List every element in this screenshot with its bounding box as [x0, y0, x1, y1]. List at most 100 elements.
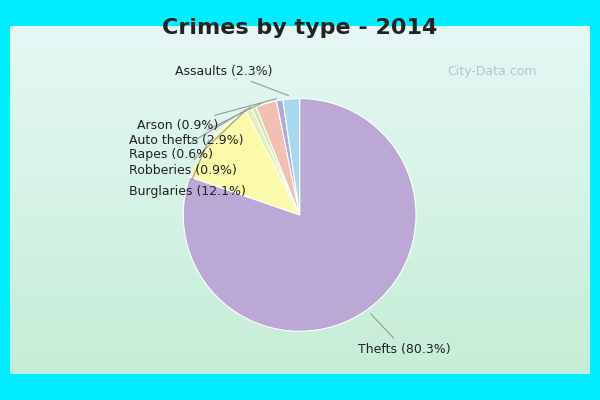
Bar: [10, 115, 590, 116]
Bar: [10, 132, 590, 134]
Bar: [10, 287, 590, 289]
Bar: [10, 223, 590, 224]
Wedge shape: [183, 98, 416, 331]
Bar: [10, 310, 590, 311]
Bar: [10, 54, 590, 56]
Bar: [10, 186, 590, 188]
Bar: [10, 344, 590, 346]
Bar: [10, 258, 590, 259]
Bar: [10, 327, 590, 329]
Bar: [10, 108, 590, 110]
Bar: [10, 125, 590, 127]
Bar: [10, 313, 590, 315]
Bar: [10, 250, 590, 252]
Bar: [10, 292, 590, 294]
Wedge shape: [246, 109, 299, 215]
Bar: [10, 120, 590, 122]
Bar: [10, 116, 590, 118]
Bar: [10, 134, 590, 136]
Bar: [10, 113, 590, 115]
Wedge shape: [252, 107, 299, 215]
Bar: [10, 357, 590, 358]
Bar: [10, 240, 590, 242]
Bar: [10, 346, 590, 348]
Bar: [10, 343, 590, 344]
Bar: [10, 324, 590, 325]
Bar: [10, 122, 590, 124]
Bar: [10, 151, 590, 153]
Bar: [10, 207, 590, 209]
Bar: [10, 339, 590, 341]
Bar: [10, 89, 590, 90]
Bar: [10, 106, 590, 108]
Bar: [10, 362, 590, 364]
Bar: [10, 209, 590, 210]
Bar: [10, 341, 590, 343]
Bar: [10, 266, 590, 268]
Bar: [10, 179, 590, 181]
Text: City-Data.com: City-Data.com: [447, 66, 537, 78]
Bar: [10, 205, 590, 207]
Bar: [10, 142, 590, 144]
Bar: [10, 289, 590, 290]
Bar: [10, 249, 590, 250]
Bar: [10, 278, 590, 280]
Bar: [10, 130, 590, 132]
Bar: [10, 26, 590, 28]
Bar: [10, 221, 590, 223]
Bar: [10, 268, 590, 270]
Bar: [10, 348, 590, 350]
Wedge shape: [190, 112, 299, 215]
Bar: [10, 273, 590, 275]
Bar: [10, 36, 590, 38]
Text: Auto thefts (2.9%): Auto thefts (2.9%): [128, 102, 263, 147]
Bar: [10, 84, 590, 85]
Bar: [10, 351, 590, 353]
Bar: [10, 47, 590, 49]
Bar: [10, 70, 590, 71]
Bar: [10, 150, 590, 151]
Bar: [10, 238, 590, 240]
Bar: [10, 196, 590, 198]
Bar: [10, 155, 590, 156]
Bar: [10, 57, 590, 59]
Bar: [10, 224, 590, 226]
Bar: [10, 190, 590, 191]
Bar: [10, 210, 590, 212]
Bar: [10, 80, 590, 82]
Bar: [10, 76, 590, 78]
Bar: [10, 233, 590, 235]
Bar: [10, 306, 590, 308]
Bar: [10, 160, 590, 162]
Bar: [10, 56, 590, 57]
Bar: [10, 282, 590, 284]
Bar: [10, 33, 590, 35]
Bar: [10, 263, 590, 264]
Text: Crimes by type - 2014: Crimes by type - 2014: [163, 18, 437, 38]
Bar: [10, 87, 590, 89]
Bar: [10, 124, 590, 125]
Bar: [10, 110, 590, 111]
Bar: [10, 188, 590, 190]
Bar: [10, 334, 590, 336]
Bar: [10, 216, 590, 218]
Bar: [10, 146, 590, 148]
Bar: [10, 280, 590, 282]
Bar: [10, 330, 590, 332]
Bar: [10, 298, 590, 299]
Bar: [10, 350, 590, 351]
Bar: [10, 165, 590, 167]
Bar: [10, 170, 590, 172]
Bar: [10, 315, 590, 316]
Bar: [10, 111, 590, 113]
Bar: [10, 276, 590, 278]
Bar: [10, 301, 590, 303]
Bar: [10, 228, 590, 230]
Bar: [10, 338, 590, 339]
Bar: [10, 332, 590, 334]
Bar: [10, 92, 590, 94]
Bar: [10, 164, 590, 165]
Bar: [10, 252, 590, 254]
Text: Rapes (0.6%): Rapes (0.6%): [128, 107, 251, 161]
Bar: [10, 296, 590, 298]
